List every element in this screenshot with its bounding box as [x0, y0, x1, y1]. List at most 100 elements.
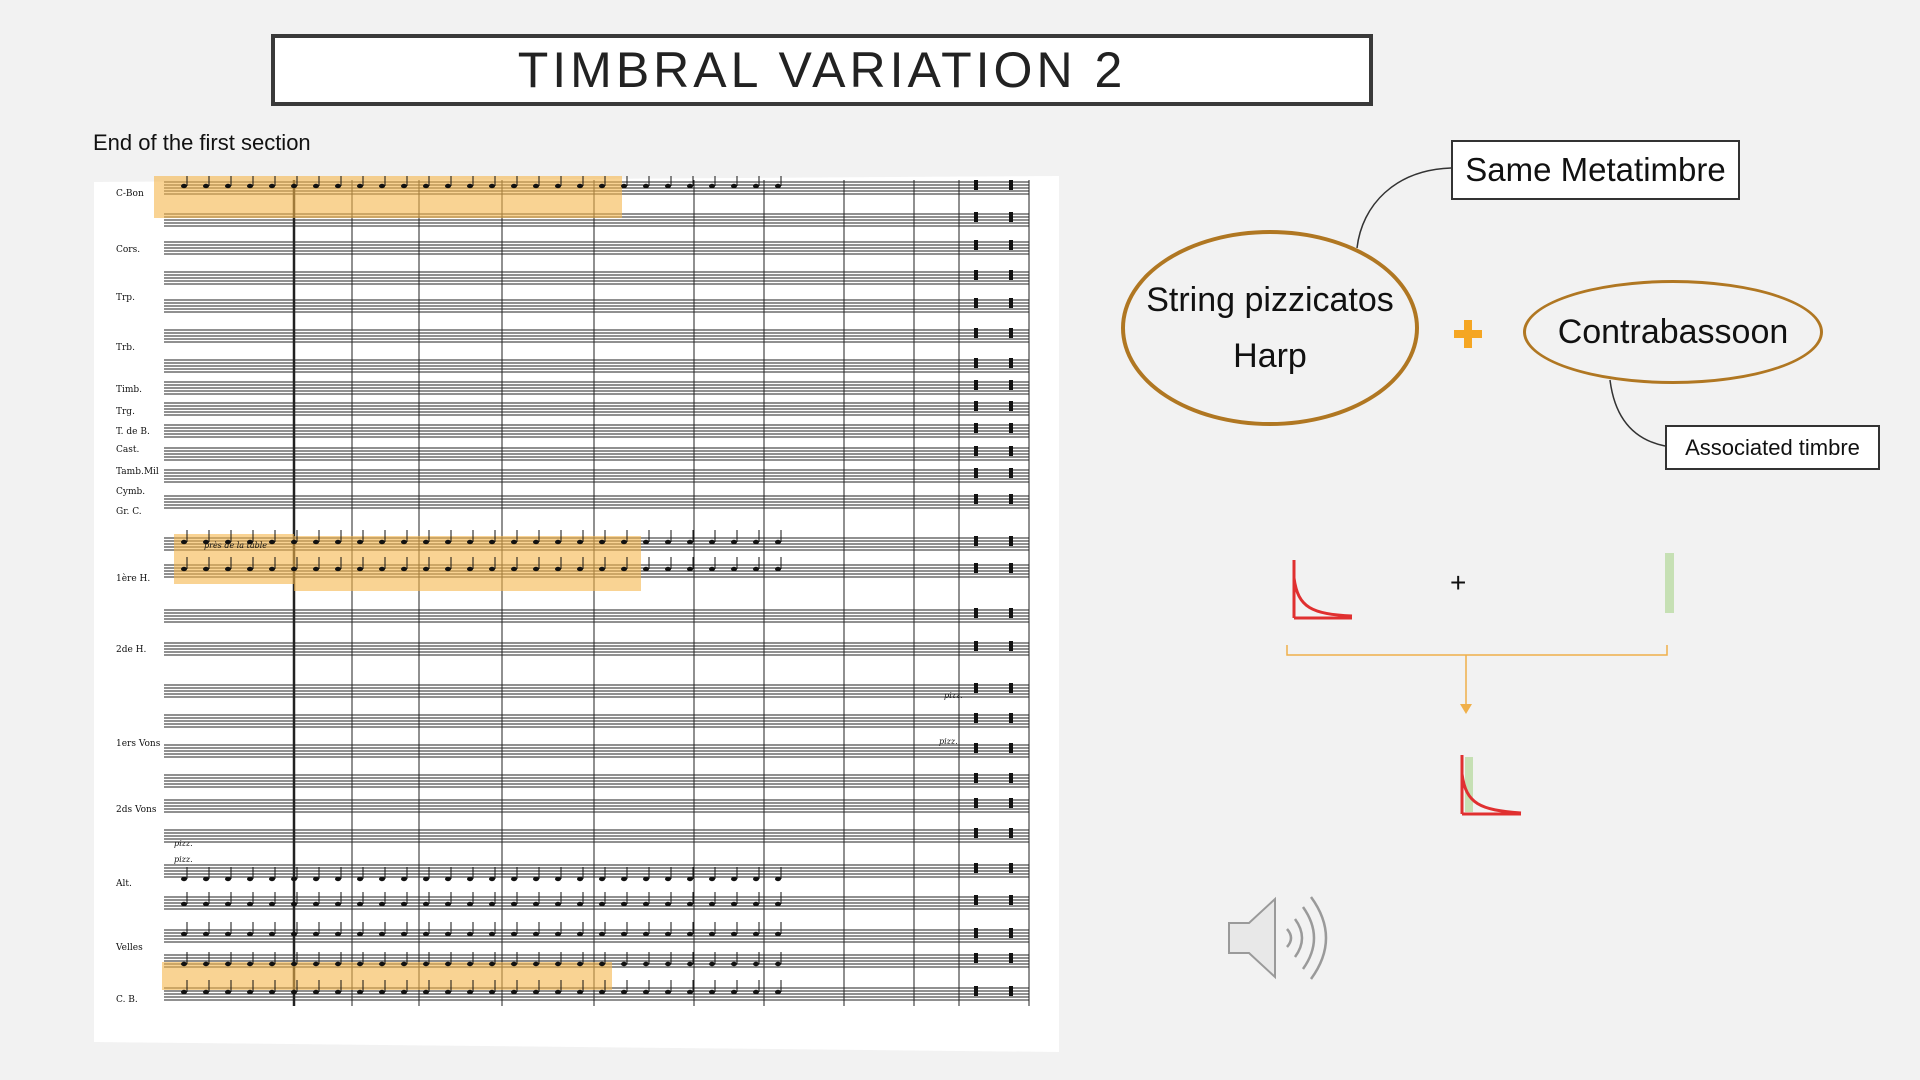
note-head [577, 183, 583, 189]
note-head [379, 183, 385, 189]
note-head [775, 961, 781, 967]
staff [164, 829, 1029, 843]
note-head [247, 931, 253, 937]
note-head [225, 566, 231, 572]
note-head [313, 566, 319, 572]
note-head [181, 901, 187, 907]
slide-title: TIMBRAL VARIATION 2 [517, 42, 1127, 98]
note-head [709, 989, 715, 995]
note-head [225, 183, 231, 189]
note-head [467, 901, 473, 907]
note-head [269, 901, 275, 907]
note-head [489, 931, 495, 937]
note-head [489, 539, 495, 545]
note-head [291, 183, 297, 189]
final-chord [1009, 986, 1013, 996]
note-head [181, 961, 187, 967]
note-head [687, 183, 693, 189]
note-head [335, 566, 341, 572]
note-head [709, 931, 715, 937]
note-head [533, 901, 539, 907]
note-head [753, 539, 759, 545]
note-head [401, 931, 407, 937]
note-head [621, 931, 627, 937]
note-head [621, 961, 627, 967]
note-head [599, 901, 605, 907]
note-head [753, 566, 759, 572]
note-head [533, 539, 539, 545]
note-head [445, 183, 451, 189]
final-chord [974, 380, 978, 390]
final-chord [1009, 446, 1013, 456]
note-head [599, 876, 605, 882]
note-head [511, 183, 517, 189]
note-head [269, 566, 275, 572]
note-head [379, 961, 385, 967]
note-head [577, 989, 583, 995]
final-chord [1009, 743, 1013, 753]
note-head [731, 183, 737, 189]
note-head [335, 931, 341, 937]
note-head [577, 931, 583, 937]
metatimbre-label: Same Metatimbre [1451, 140, 1740, 200]
note-head [269, 989, 275, 995]
instrument-label: Velles [115, 943, 143, 953]
note-head [313, 876, 319, 882]
final-chord [974, 446, 978, 456]
note-head [489, 876, 495, 882]
note-head [599, 961, 605, 967]
note-head [247, 989, 253, 995]
note-head [401, 901, 407, 907]
note-head [709, 961, 715, 967]
ellipse-line-strings: String pizzicatos [1146, 281, 1394, 319]
final-chord [1009, 358, 1013, 368]
note-head [621, 876, 627, 882]
note-head [709, 876, 715, 882]
result-envelope-icon [1460, 755, 1522, 816]
final-chord [974, 298, 978, 308]
note-head [269, 961, 275, 967]
staff [164, 447, 1029, 461]
note-head [643, 961, 649, 967]
note-head [709, 539, 715, 545]
note-head [467, 876, 473, 882]
note-head [555, 539, 561, 545]
note-head [247, 566, 253, 572]
instrument-label: C. B. [116, 995, 138, 1005]
note-head [467, 931, 473, 937]
note-head [555, 901, 561, 907]
note-head [709, 901, 715, 907]
associated-connector [1609, 379, 1666, 447]
note-head [423, 539, 429, 545]
final-chord [1009, 298, 1013, 308]
note-head [577, 901, 583, 907]
note-head [489, 183, 495, 189]
final-chord [1009, 798, 1013, 808]
note-head [511, 539, 517, 545]
instrument-label: 2de H. [116, 645, 147, 655]
note-head [555, 183, 561, 189]
note-head [665, 876, 671, 882]
note-head [401, 876, 407, 882]
final-chord [974, 270, 978, 280]
final-chord [1009, 328, 1013, 338]
note-head [445, 931, 451, 937]
note-head [511, 901, 517, 907]
final-chord [974, 863, 978, 873]
final-chord [974, 180, 978, 190]
note-head [599, 566, 605, 572]
note-head [533, 566, 539, 572]
instrument-label: Cast. [116, 445, 139, 455]
final-chord [1009, 270, 1013, 280]
speaker-icon[interactable] [1225, 893, 1340, 983]
final-chord [1009, 773, 1013, 783]
final-chord [974, 986, 978, 996]
note-head [313, 901, 319, 907]
instrument-label: 2ds Vons [116, 805, 157, 815]
final-chord [1009, 536, 1013, 546]
final-chord [974, 358, 978, 368]
final-chord [974, 423, 978, 433]
note-head [643, 901, 649, 907]
note-head [731, 931, 737, 937]
note-head [731, 566, 737, 572]
